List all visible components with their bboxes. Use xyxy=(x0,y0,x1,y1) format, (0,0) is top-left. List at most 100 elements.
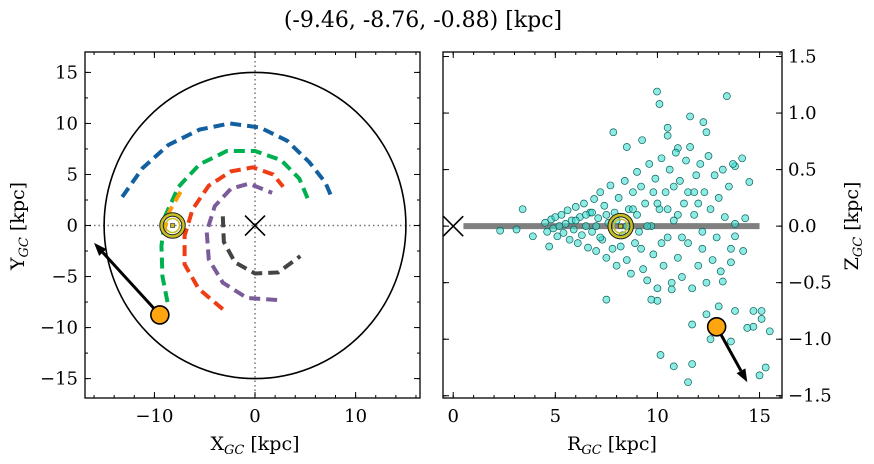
scatter-point xyxy=(559,229,568,237)
scatter-point xyxy=(690,188,699,197)
scatter-point xyxy=(641,199,650,208)
scatter-point xyxy=(496,226,505,235)
scatter-point xyxy=(638,136,646,145)
scatter-point xyxy=(678,233,686,242)
plot-area xyxy=(85,52,420,398)
velocity-arrow-head xyxy=(736,368,748,383)
sun-marker-dot xyxy=(618,223,623,229)
scatter-point xyxy=(600,201,609,210)
scatter-point xyxy=(731,307,739,315)
scatter-point xyxy=(686,112,694,121)
scatter-point xyxy=(620,177,629,185)
scatter-point xyxy=(596,188,605,197)
scatter-point xyxy=(682,156,690,165)
right-ylabel: ZGC [kpc] xyxy=(841,182,866,271)
left-ylabel: YGC [kpc] xyxy=(7,182,32,271)
scatter-point xyxy=(723,92,731,100)
scatter-point xyxy=(663,131,672,140)
scatter-point xyxy=(698,227,707,236)
scatter-point xyxy=(688,360,696,368)
scatter-point xyxy=(671,148,680,157)
scatter-point xyxy=(657,154,666,163)
scatter-point xyxy=(541,218,549,227)
scatter-point xyxy=(602,295,611,304)
scatter-point xyxy=(684,378,692,387)
axes-frame xyxy=(442,51,783,399)
scatter-point xyxy=(673,253,682,262)
scatter-point xyxy=(602,210,611,219)
scatter-point xyxy=(588,208,596,217)
spiral-arm-gray xyxy=(220,216,302,276)
x-tick-label: 10 xyxy=(646,406,669,427)
left-panel: −10 0 10 −15 −10 −5 0 5 10 15 xyxy=(40,51,421,427)
scatter-point xyxy=(739,247,748,255)
scatter-point xyxy=(702,278,711,287)
x-tick-label: 0 xyxy=(249,406,260,427)
scatter-point xyxy=(669,182,678,191)
y-tick-label: 5 xyxy=(67,164,78,185)
scatter-point xyxy=(631,239,639,247)
scatter-point xyxy=(667,278,676,287)
x-tick-label: 10 xyxy=(344,406,367,427)
spiral-arm-blue xyxy=(120,121,334,199)
x-tick-label: −10 xyxy=(135,406,173,427)
scatter-point xyxy=(656,351,665,359)
spiral-arm-purple xyxy=(204,181,278,303)
scatter-point xyxy=(637,182,645,191)
scatter-point xyxy=(757,314,766,323)
scatter-point xyxy=(512,225,521,234)
scatter-point xyxy=(518,205,527,214)
scatter-point xyxy=(578,231,586,240)
scatter-point xyxy=(584,243,592,252)
axes-frame xyxy=(84,51,421,399)
scatter-point xyxy=(729,160,737,168)
left-xlabel: XGC [kpc] xyxy=(210,433,299,458)
scatter-point xyxy=(727,258,735,267)
scatter-point xyxy=(545,242,554,251)
scatter-point xyxy=(718,165,727,174)
scatter-point xyxy=(651,174,660,183)
scatter-point xyxy=(645,160,654,168)
velocity-arrow-head xyxy=(94,242,107,256)
sun-marker-inner xyxy=(612,218,629,234)
scatter-point xyxy=(609,128,618,137)
scatter-point xyxy=(596,233,605,242)
scatter-point xyxy=(529,232,537,241)
scatter-point xyxy=(555,222,564,230)
scatter-point xyxy=(716,267,725,276)
scatter-point xyxy=(592,247,601,255)
scatter-point xyxy=(678,273,686,281)
scatter-point xyxy=(727,244,735,253)
scatter-point xyxy=(692,171,701,180)
scatter-point xyxy=(731,220,739,228)
scatter-point xyxy=(622,143,631,151)
scatter-point xyxy=(653,284,662,293)
scatter-point xyxy=(649,188,658,197)
scatter-point xyxy=(614,194,623,202)
right-xlabel: RGC [kpc] xyxy=(567,433,657,458)
scatter-point xyxy=(616,242,625,251)
scatter-point xyxy=(702,128,711,137)
scatter-point xyxy=(627,269,635,278)
y-tick-label: 0.5 xyxy=(788,160,817,181)
y-tick-label: −0.5 xyxy=(788,273,832,294)
scatter-point xyxy=(749,322,758,331)
scatter-point xyxy=(714,194,723,202)
scatter-point xyxy=(661,188,670,197)
x-tick-label: 15 xyxy=(748,406,771,427)
scatter-point xyxy=(580,199,588,208)
object-marker xyxy=(706,316,727,337)
scatter-point xyxy=(755,371,764,380)
scatter-point xyxy=(639,265,647,273)
scatter-point xyxy=(694,261,703,270)
scatter-point xyxy=(565,235,574,244)
scatter-point xyxy=(684,239,692,247)
scatter-point xyxy=(637,244,645,253)
sun-marker xyxy=(160,213,185,238)
scatter-point xyxy=(635,227,643,236)
scatter-point xyxy=(673,210,682,219)
scatter-point xyxy=(663,233,672,242)
x-tick-label: 5 xyxy=(550,406,561,427)
velocity-arrow-shaft xyxy=(101,251,161,316)
scatter-point xyxy=(643,276,652,285)
